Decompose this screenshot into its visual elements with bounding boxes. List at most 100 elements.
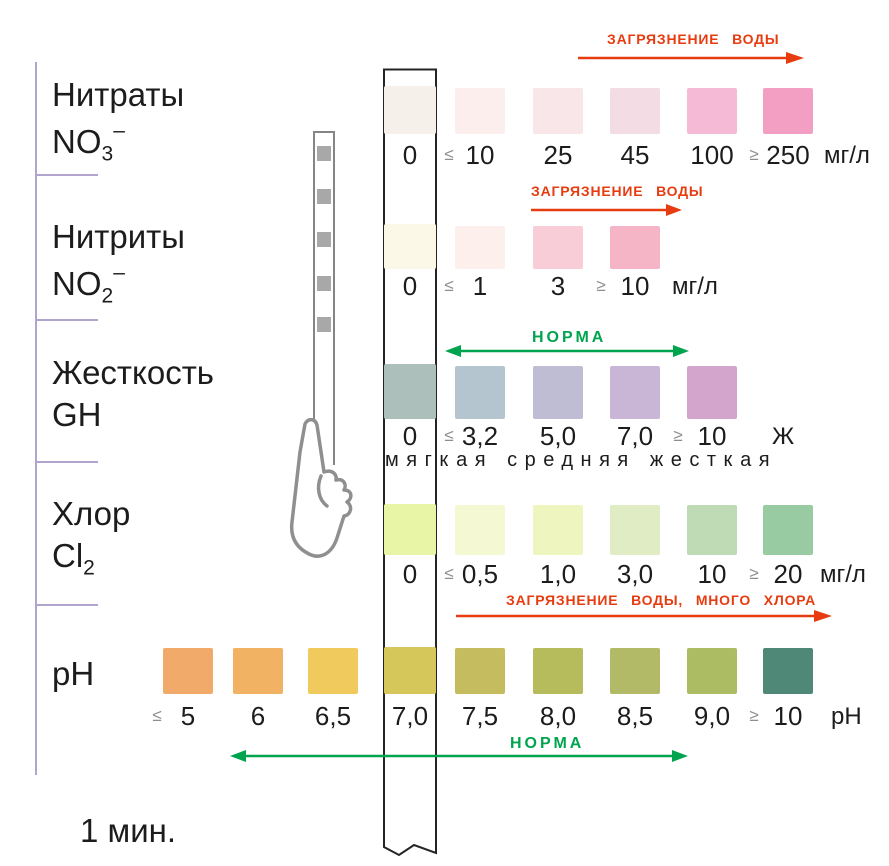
color-swatch [763,88,813,134]
color-swatch [533,366,583,419]
strip-pad [384,364,436,419]
row-title-nitrates: Нитраты [52,76,185,113]
pollution-label-nitrites: ЗАГРЯЗНЕНИЕ ВОДЫ [531,183,704,199]
timer-label: 1 мин. [80,812,177,849]
comparison-sign: ≥ [749,706,759,725]
hand-icon [289,418,353,558]
section-tick [35,604,98,606]
section-tick [35,319,98,321]
color-swatch [533,505,583,555]
swatch-value: 3,0 [616,559,654,589]
row-formula-chlorine: Cl2 [52,537,95,580]
swatch-value: 3 [550,271,566,301]
norm-arrow-hardness-icon [445,345,689,357]
swatch-value: 7,5 [461,701,499,731]
dry-strip-pad [317,317,331,332]
comparison-sign: ≥ [749,145,759,164]
swatch-value: 10 [465,140,495,170]
swatch-value: 6,5 [314,701,352,731]
color-swatch [610,366,660,419]
strip-pad-value: 0 [402,271,418,301]
dry-strip-pad [317,276,331,291]
row-title-hardness: Жесткость [52,354,215,391]
comparison-sign: ≤ [444,564,454,583]
swatch-value: 250 [766,140,810,170]
section-tick [35,174,98,176]
color-swatch [533,648,583,694]
swatch-value: 45 [620,140,650,170]
color-swatch [687,505,737,555]
comparison-sign: ≥ [596,276,606,295]
dry-strip-pad [317,189,331,204]
swatch-value: 10 [697,421,727,451]
row-title-chlorine: Хлор [52,495,131,532]
color-swatch [455,366,505,419]
row-title-nitrites: Нитриты [52,218,185,255]
row-formula-nitrites: NO2– [52,261,125,308]
swatch-value: 0,5 [461,559,499,589]
color-swatch [455,505,505,555]
color-swatch [455,88,505,134]
color-swatch [763,648,813,694]
color-swatch [610,226,660,269]
color-swatch [610,648,660,694]
color-swatch [308,648,358,694]
section-tick [35,461,98,463]
row-formula-hardness: GH [52,396,102,433]
color-swatch [610,505,660,555]
swatch-value: 5 [180,701,196,731]
swatch-value: 7,0 [616,421,654,451]
dry-strip-pad [317,232,331,247]
color-swatch [455,226,505,269]
swatch-value: 1,0 [539,559,577,589]
dry-strip-pad [317,146,331,161]
section-divider-line [35,62,37,775]
pollution-arrow-nitrites-icon [531,204,682,216]
color-swatch [687,88,737,134]
color-swatch [763,505,813,555]
strip-pad-value: 0 [402,140,418,170]
unit-label: мг/л [672,273,718,300]
comparison-sign: ≤ [152,706,162,725]
strip-pad-value: 0 [402,559,418,589]
swatch-value: 8,0 [539,701,577,731]
comparison-sign: ≥ [673,426,683,445]
strip-pad-value: 7,0 [391,701,429,731]
swatch-value: 20 [773,559,803,589]
color-swatch [163,648,213,694]
comparison-sign: ≤ [444,426,454,445]
unit-label: мг/л [820,561,866,588]
swatch-value: 100 [690,140,734,170]
strip-pad [384,86,436,134]
swatch-value: 9,0 [693,701,731,731]
color-swatch [687,366,737,419]
swatch-value: 6 [250,701,266,731]
swatch-value: 10 [620,271,650,301]
dry-test-strip [313,131,335,465]
unit-label: Ж [772,423,795,450]
color-swatch [610,88,660,134]
strip-pad [384,647,436,694]
color-swatch [455,648,505,694]
color-swatch [533,88,583,134]
norm-label-hardness: НОРМА [532,329,607,346]
row-formula-nitrates: NO3– [52,119,125,166]
swatch-value: 10 [773,701,803,731]
unit-label: pH [831,703,862,730]
swatch-value: 8,5 [616,701,654,731]
comparison-sign: ≥ [749,564,759,583]
strip-pad [384,504,436,555]
swatch-value: 3,2 [461,421,499,451]
norm-arrow-ph-icon [230,750,688,762]
color-swatch [533,226,583,269]
color-swatch [233,648,283,694]
unit-label: мг/л [824,142,870,169]
norm-label-ph: НОРМА [510,735,585,752]
row-title-ph: pH [52,655,95,692]
color-swatch [687,648,737,694]
swatch-value: 1 [472,271,488,301]
swatch-value: 25 [543,140,573,170]
strip-pad [384,224,436,269]
pollution-label-nitrates: ЗАГРЯЗНЕНИЕ ВОДЫ [607,31,780,47]
